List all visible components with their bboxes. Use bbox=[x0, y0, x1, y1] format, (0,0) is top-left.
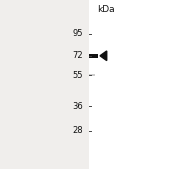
Text: 28: 28 bbox=[73, 126, 83, 136]
Bar bbox=[106, 0, 177, 169]
Text: 72: 72 bbox=[73, 51, 83, 60]
Text: 36: 36 bbox=[72, 102, 83, 111]
Polygon shape bbox=[100, 51, 107, 61]
Text: kDa: kDa bbox=[97, 5, 115, 14]
Bar bbox=[89, 74, 95, 76]
Bar bbox=[89, 54, 98, 58]
Text: 55: 55 bbox=[73, 71, 83, 80]
Bar bbox=[88, 0, 106, 169]
Text: 95: 95 bbox=[73, 29, 83, 38]
